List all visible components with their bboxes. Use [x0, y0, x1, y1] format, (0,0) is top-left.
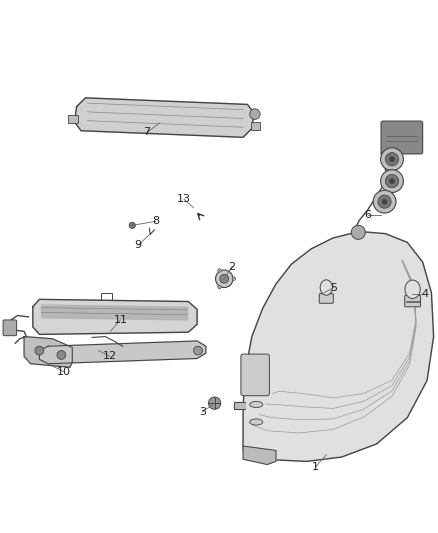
Text: 13: 13 [177, 194, 191, 204]
Circle shape [373, 190, 396, 213]
Text: 3: 3 [199, 407, 206, 417]
Circle shape [194, 346, 202, 355]
Circle shape [208, 397, 221, 409]
Circle shape [381, 148, 403, 171]
Circle shape [389, 179, 395, 184]
Text: 4: 4 [421, 289, 428, 298]
Circle shape [382, 199, 387, 204]
Circle shape [218, 269, 221, 272]
Ellipse shape [320, 280, 332, 295]
Polygon shape [39, 341, 206, 364]
FancyBboxPatch shape [319, 294, 333, 303]
Text: 6: 6 [364, 210, 371, 220]
Polygon shape [243, 231, 434, 462]
Text: 11: 11 [113, 315, 127, 325]
Text: 12: 12 [102, 351, 117, 361]
Circle shape [215, 270, 233, 287]
Circle shape [250, 109, 260, 119]
Circle shape [389, 157, 395, 162]
Polygon shape [74, 98, 254, 138]
Polygon shape [234, 402, 245, 409]
Text: 8: 8 [152, 216, 159, 227]
Circle shape [35, 346, 44, 355]
Polygon shape [243, 446, 276, 464]
FancyBboxPatch shape [68, 115, 78, 123]
Circle shape [351, 225, 365, 239]
Polygon shape [24, 336, 72, 367]
Text: 5: 5 [330, 282, 337, 293]
Text: 9: 9 [134, 240, 141, 251]
Circle shape [381, 169, 403, 192]
Polygon shape [42, 305, 187, 320]
Circle shape [129, 222, 135, 229]
Circle shape [57, 351, 66, 359]
FancyBboxPatch shape [251, 122, 260, 130]
Circle shape [385, 174, 399, 188]
FancyBboxPatch shape [3, 320, 17, 336]
Polygon shape [33, 300, 197, 334]
Text: 7: 7 [143, 127, 150, 138]
Circle shape [378, 195, 391, 208]
Ellipse shape [250, 401, 263, 408]
Text: 2: 2 [229, 262, 236, 271]
Text: 1: 1 [312, 462, 319, 472]
FancyBboxPatch shape [241, 354, 269, 395]
Ellipse shape [405, 280, 420, 298]
Circle shape [232, 277, 236, 280]
Ellipse shape [250, 419, 263, 425]
Text: 10: 10 [57, 367, 71, 377]
FancyBboxPatch shape [405, 295, 420, 307]
FancyBboxPatch shape [381, 121, 423, 154]
Circle shape [218, 285, 221, 289]
Circle shape [385, 152, 399, 166]
Circle shape [220, 274, 229, 283]
